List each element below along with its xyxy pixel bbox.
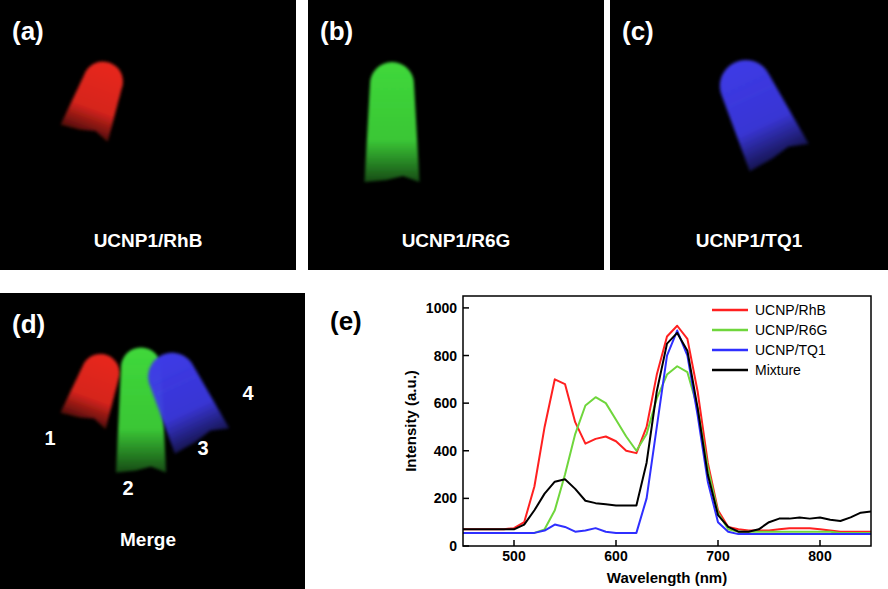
y-tick xyxy=(463,450,469,452)
panel-caption: UCNP1/R6G xyxy=(402,230,511,251)
y-tick xyxy=(463,545,469,547)
chart: (e) 500 600 700 800 0 200 400 600 800 1000 Waveleng… xyxy=(330,296,871,586)
x-tick xyxy=(819,540,821,546)
y-tick-label: 800 xyxy=(434,348,458,364)
panel-letter: (b) xyxy=(320,16,353,46)
legend-label: Mixture xyxy=(755,362,801,378)
photo-panel: (a) UCNP1/RhB xyxy=(0,0,296,270)
legend-label: UCNP/R6G xyxy=(755,322,827,338)
photo-panel: (b) UCNP1/R6G xyxy=(308,0,604,270)
photo-background xyxy=(308,0,604,270)
tube-label: 2 xyxy=(122,477,133,499)
panel-letter: (d) xyxy=(12,309,45,339)
photo-panel: (c) UCNP1/TQ1 xyxy=(610,0,888,270)
legend-swatch xyxy=(712,309,748,312)
y-tick-label: 0 xyxy=(449,538,457,554)
legend-swatch xyxy=(712,329,748,332)
y-axis-title: Intensity (a.u.) xyxy=(402,370,419,472)
tube xyxy=(365,62,420,182)
x-tick xyxy=(513,540,515,546)
series-group xyxy=(463,326,871,534)
series-line xyxy=(463,366,871,533)
x-tick-label: 800 xyxy=(808,548,832,564)
panel-caption: UCNP1/RhB xyxy=(94,230,203,251)
tube-label: 1 xyxy=(44,427,55,449)
panel-caption: Merge xyxy=(120,529,176,550)
tube xyxy=(135,342,230,453)
tube-label: 4 xyxy=(242,382,254,404)
tube-label: 3 xyxy=(197,437,208,459)
legend: UCNP/RhB UCNP/R6G UCNP/TQ1 Mixture xyxy=(712,302,827,378)
y-tick-label: 200 xyxy=(434,490,458,506)
tube-glow xyxy=(61,54,134,142)
panel-letter: (c) xyxy=(622,16,654,46)
legend-swatch xyxy=(712,349,748,352)
photo-background xyxy=(0,0,296,270)
figure: (a) UCNP1/RhB (b) UCNP1/R6G (c) UCNP1/TQ1 1 2 3 4… xyxy=(0,0,888,589)
x-tick-label: 600 xyxy=(604,548,628,564)
x-tick-label: 700 xyxy=(706,548,730,564)
panel-letter: (e) xyxy=(330,306,362,336)
y-tick-label: 400 xyxy=(434,443,458,459)
legend-swatch xyxy=(712,369,748,372)
y-tick-label: 600 xyxy=(434,395,458,411)
x-axis-title: Wavelength (nm) xyxy=(607,569,727,586)
y-tick xyxy=(463,402,469,404)
panel-caption: UCNP1/TQ1 xyxy=(696,230,803,251)
y-tick xyxy=(463,498,469,500)
legend-label: UCNP/RhB xyxy=(755,302,826,318)
x-tick-label: 500 xyxy=(502,548,526,564)
plot-frame xyxy=(463,296,871,546)
tube-glow xyxy=(365,62,420,182)
tube-glow xyxy=(705,49,808,172)
y-tick xyxy=(463,355,469,357)
y-tick xyxy=(463,307,469,309)
merge-panel: 1 2 3 4 (d) Merge xyxy=(0,293,305,589)
series-line xyxy=(463,331,871,535)
photo-background xyxy=(610,0,888,270)
legend-label: UCNP/TQ1 xyxy=(755,342,826,358)
x-tick xyxy=(615,540,617,546)
tube-glow xyxy=(135,342,230,453)
panel-letter: (a) xyxy=(12,16,44,46)
series-line xyxy=(463,333,871,532)
y-tick-label: 1000 xyxy=(426,300,457,316)
photo-background xyxy=(0,293,305,589)
tube xyxy=(61,54,134,142)
tube xyxy=(705,49,808,172)
x-tick xyxy=(717,540,719,546)
